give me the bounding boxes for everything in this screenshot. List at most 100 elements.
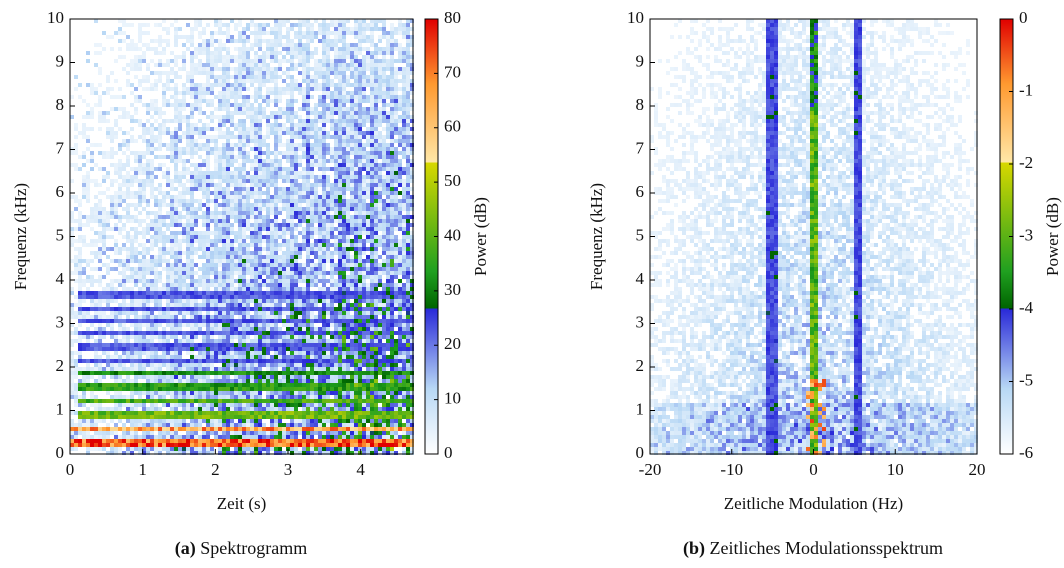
heatmap-cell [302, 355, 306, 359]
heatmap-cell [298, 383, 302, 387]
heatmap-cell [170, 407, 174, 411]
heatmap-cell [134, 415, 138, 419]
heatmap-cell [94, 19, 98, 23]
heatmap-cell [238, 171, 242, 175]
heatmap-cell [162, 435, 166, 439]
heatmap-cell [82, 291, 86, 295]
heatmap-cell [74, 207, 78, 211]
heatmap-cell [254, 71, 258, 75]
heatmap-cell [282, 295, 286, 299]
heatmap-cell [298, 211, 302, 215]
heatmap-cell [150, 147, 154, 151]
heatmap-cell [246, 99, 250, 103]
heatmap-cell [166, 355, 170, 359]
heatmap-cell [262, 439, 266, 443]
heatmap-cell [138, 191, 142, 195]
heatmap-cell [74, 383, 78, 387]
heatmap-cell [294, 35, 298, 39]
heatmap-cell [94, 315, 98, 319]
heatmap-cell [182, 339, 186, 343]
heatmap-cell [282, 71, 286, 75]
heatmap-cell [294, 195, 298, 199]
heatmap-cell [134, 59, 138, 63]
heatmap-cell [142, 59, 146, 63]
heatmap-cell [122, 411, 126, 415]
heatmap-cell [106, 343, 110, 347]
heatmap-cell [202, 379, 206, 383]
heatmap-cell [138, 123, 142, 127]
heatmap-cell [114, 59, 118, 63]
heatmap-cell [246, 395, 250, 399]
heatmap-cell [158, 199, 162, 203]
heatmap-cell [106, 443, 110, 447]
heatmap-cell [298, 339, 302, 343]
heatmap-cell [114, 199, 118, 203]
heatmap-cell [302, 383, 306, 387]
heatmap-cell [274, 387, 278, 391]
heatmap-cell [306, 71, 310, 75]
heatmap-cell [278, 355, 282, 359]
heatmap-cell [78, 315, 82, 319]
heatmap-cell [306, 315, 310, 319]
heatmap-cell [226, 347, 230, 351]
heatmap-cell [266, 299, 270, 303]
heatmap-cell [250, 391, 254, 395]
heatmap-cell [194, 83, 198, 87]
heatmap-cell [174, 299, 178, 303]
heatmap-cell [190, 371, 194, 375]
heatmap-cell [98, 111, 102, 115]
heatmap-cell [138, 263, 142, 267]
heatmap-cell [210, 255, 214, 259]
heatmap-cell [278, 299, 282, 303]
heatmap-cell [274, 423, 278, 427]
heatmap-cell [246, 327, 250, 331]
heatmap-cell [78, 167, 82, 171]
heatmap-cell [122, 131, 126, 135]
heatmap-cell [262, 387, 266, 391]
heatmap-cell [302, 359, 306, 363]
heatmap-cell [78, 323, 82, 327]
heatmap-cell [214, 31, 218, 35]
heatmap-cell [106, 367, 110, 371]
heatmap-cell [134, 43, 138, 47]
heatmap-cell [126, 347, 130, 351]
heatmap-cell [242, 171, 246, 175]
heatmap-cell [70, 339, 74, 343]
heatmap-cell [222, 339, 226, 343]
heatmap-cell [302, 31, 306, 35]
heatmap-cell [190, 311, 194, 315]
heatmap-cell [278, 371, 282, 375]
heatmap-cell [270, 395, 274, 399]
heatmap-cell [134, 327, 138, 331]
heatmap-cell [278, 131, 282, 135]
heatmap-cell [258, 83, 262, 87]
heatmap-cell [234, 287, 238, 291]
heatmap-cell [86, 51, 90, 55]
heatmap-cell [250, 427, 254, 431]
heatmap-cell [218, 235, 222, 239]
heatmap-cell [110, 47, 114, 51]
heatmap-cell [70, 95, 74, 99]
heatmap-cell [158, 235, 162, 239]
heatmap-cell [286, 423, 290, 427]
heatmap-cell [266, 151, 270, 155]
heatmap-cell [70, 363, 74, 367]
heatmap-cell [146, 127, 150, 131]
heatmap-cell [242, 187, 246, 191]
heatmap-cell [166, 403, 170, 407]
heatmap-cell [126, 435, 130, 439]
heatmap-cell [150, 167, 154, 171]
heatmap-cell [234, 423, 238, 427]
heatmap-cell [182, 43, 186, 47]
heatmap-cell [226, 335, 230, 339]
heatmap-cell [254, 191, 258, 195]
heatmap-cell [230, 267, 234, 271]
heatmap-cell [86, 171, 90, 175]
heatmap-cell [190, 147, 194, 151]
heatmap-cell [166, 291, 170, 295]
heatmap-cell [186, 171, 190, 175]
heatmap-cell [274, 303, 278, 307]
heatmap-cell [186, 435, 190, 439]
heatmap-cell [250, 407, 254, 411]
heatmap-cell [230, 251, 234, 255]
